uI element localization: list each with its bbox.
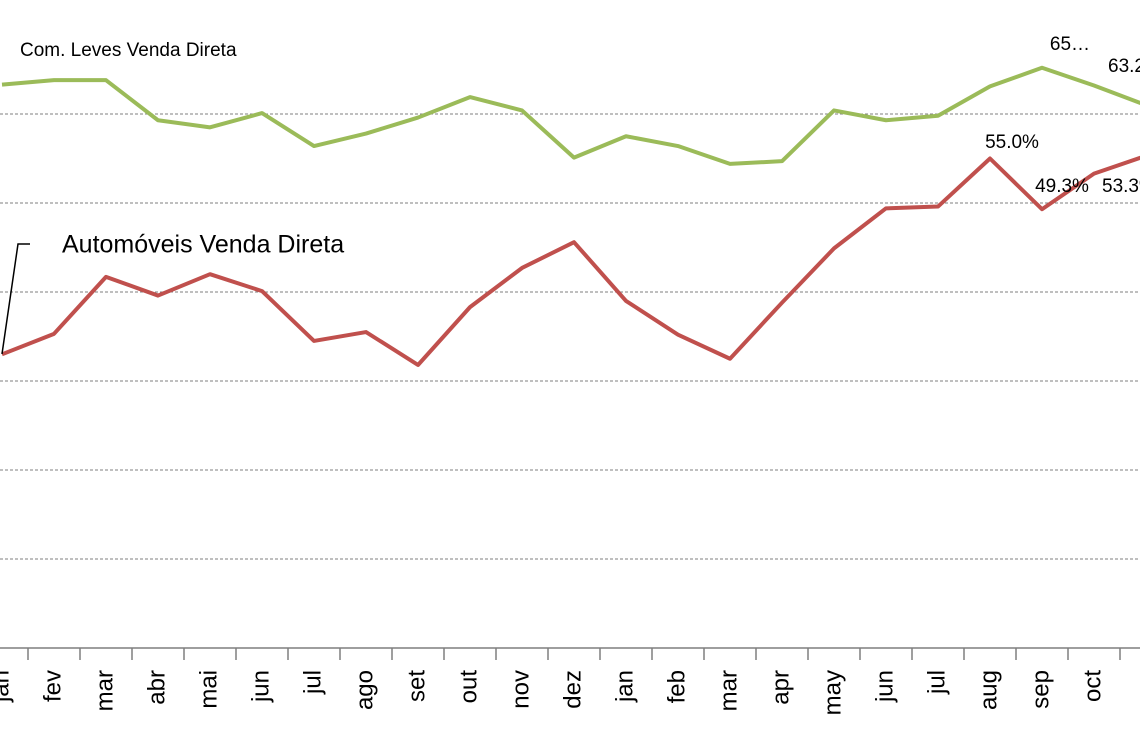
x-tick-label: ago	[351, 670, 378, 710]
x-tick-label: feb	[663, 670, 690, 703]
x-tick-label: mar	[91, 670, 118, 711]
x-tick-label: jan	[0, 670, 14, 703]
x-tick-label: sep	[1027, 670, 1054, 709]
data-label: 49.3%	[1035, 176, 1089, 197]
series-label: Com. Leves Venda Direta	[20, 40, 237, 61]
x-tick-label: jul	[299, 670, 326, 695]
series-label: Automóveis Venda Direta	[62, 231, 344, 259]
x-tick-label: jun	[247, 670, 274, 703]
data-label: 65…	[1050, 34, 1090, 55]
x-tick-label: jun	[871, 670, 898, 703]
x-tick-label: abr	[143, 670, 170, 705]
x-tick-label: aug	[975, 670, 1002, 710]
x-tick-label: set	[403, 670, 430, 702]
x-tick-label: fev	[39, 670, 66, 702]
series-line	[1, 65, 1140, 166]
x-tick-label: jan	[611, 670, 638, 703]
x-tick-label: jul	[923, 670, 950, 695]
x-tick-label: oct	[1079, 670, 1106, 702]
data-label: 55.0%	[985, 132, 1039, 153]
leader-line	[1, 243, 30, 355]
series-line	[1, 155, 1140, 367]
x-tick-label: may	[819, 670, 846, 715]
x-tick-label: dez	[559, 670, 586, 709]
plot: jan fev mar abr mai jun jul ago set out nov dez jan f…	[0, 34, 1140, 715]
data-label: 63.2%	[1108, 56, 1140, 77]
x-tick-label: mar	[715, 670, 742, 711]
x-tick-label: nov	[507, 670, 534, 709]
data-label: 53.3%	[1102, 176, 1140, 197]
x-tick-label: out	[455, 670, 482, 704]
x-tick-label: apr	[767, 670, 794, 705]
x-tick-label: mai	[195, 670, 222, 709]
